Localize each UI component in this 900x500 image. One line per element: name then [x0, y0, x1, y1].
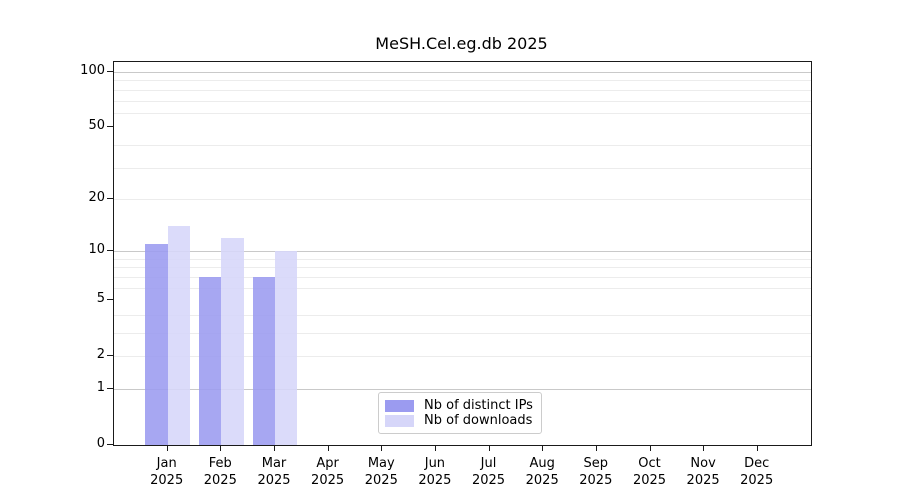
- gridline-minor: [114, 144, 811, 146]
- gridline-minor: [114, 267, 811, 269]
- y-tick: [107, 444, 113, 445]
- x-tick: [434, 445, 436, 451]
- x-tick: [595, 445, 597, 451]
- gridline-minor: [114, 80, 811, 82]
- y-tick-label: 2: [96, 347, 105, 363]
- x-tick-label: Apr 2025: [311, 456, 345, 488]
- bar-ips-jan: [145, 244, 168, 445]
- x-tick-label: Jun 2025: [418, 456, 452, 488]
- x-tick: [488, 445, 490, 451]
- x-tick: [327, 445, 329, 451]
- gridline-minor: [114, 198, 811, 200]
- gridline-minor: [114, 100, 811, 102]
- gridline-minor: [114, 276, 811, 278]
- gridline-minor: [114, 89, 811, 91]
- y-tick: [107, 355, 113, 357]
- gridline-minor: [114, 356, 811, 358]
- y-tick: [107, 197, 113, 199]
- y-tick-label: 1: [96, 380, 105, 395]
- plot-area: [113, 61, 812, 446]
- x-tick-label: Sep 2025: [579, 456, 613, 488]
- x-tick-label: Feb 2025: [203, 456, 237, 488]
- x-tick: [649, 445, 651, 451]
- x-tick-label: Mar 2025: [257, 456, 291, 488]
- legend-swatch-distinct-ips: [385, 399, 414, 412]
- y-tick: [107, 250, 113, 252]
- gridline-major: [114, 251, 811, 253]
- x-tick: [274, 445, 275, 451]
- x-tick-label: Nov 2025: [686, 456, 720, 488]
- bar-downloads-mar: [275, 251, 298, 445]
- y-tick: [107, 71, 113, 72]
- gridline-minor: [114, 167, 811, 169]
- x-tick-label: Oct 2025: [632, 456, 667, 488]
- x-tick-label: Jan 2025: [150, 456, 184, 488]
- x-tick-label: Jul 2025: [471, 456, 506, 488]
- gridline-minor: [114, 314, 811, 316]
- x-tick-label: May 2025: [364, 456, 398, 488]
- legend-label-distinct-ips: Nb of distinct IPs: [424, 398, 533, 413]
- y-tick: [107, 126, 113, 128]
- gridline-major: [114, 389, 811, 390]
- bar-ips-feb: [199, 276, 222, 445]
- y-tick-label: 0: [96, 436, 105, 451]
- gridline-minor: [114, 112, 811, 114]
- x-tick: [756, 445, 758, 451]
- legend-item-downloads: Nb of downloads: [385, 413, 535, 428]
- chart-title: MeSH.Cel.eg.db 2025: [375, 34, 548, 53]
- gridline-minor: [114, 258, 811, 260]
- legend-swatch-downloads: [385, 414, 414, 427]
- x-tick: [166, 445, 168, 451]
- legend-item-distinct-ips: Nb of distinct IPs: [385, 398, 535, 413]
- x-tick: [381, 445, 383, 451]
- x-tick: [703, 445, 705, 451]
- gridline-minor: [114, 287, 811, 289]
- x-tick-label: Dec 2025: [740, 456, 774, 488]
- bar-downloads-jan: [167, 226, 190, 445]
- legend-label-downloads: Nb of downloads: [424, 413, 533, 428]
- x-tick: [542, 445, 544, 451]
- y-tick-label: 20: [88, 189, 105, 205]
- bar-ips-mar: [252, 276, 275, 445]
- y-tick: [107, 299, 113, 301]
- gridline-major: [114, 72, 811, 73]
- y-tick-label: 50: [88, 118, 105, 134]
- y-tick-label: 100: [80, 63, 105, 78]
- x-tick-label: Aug 2025: [525, 456, 559, 488]
- legend: Nb of distinct IPs Nb of downloads: [378, 392, 542, 434]
- x-tick: [220, 445, 222, 451]
- gridline-minor: [114, 333, 811, 334]
- y-tick-label: 5: [96, 291, 105, 307]
- bar-downloads-feb: [221, 237, 244, 445]
- y-tick-label: 10: [88, 242, 105, 258]
- y-tick: [107, 388, 113, 389]
